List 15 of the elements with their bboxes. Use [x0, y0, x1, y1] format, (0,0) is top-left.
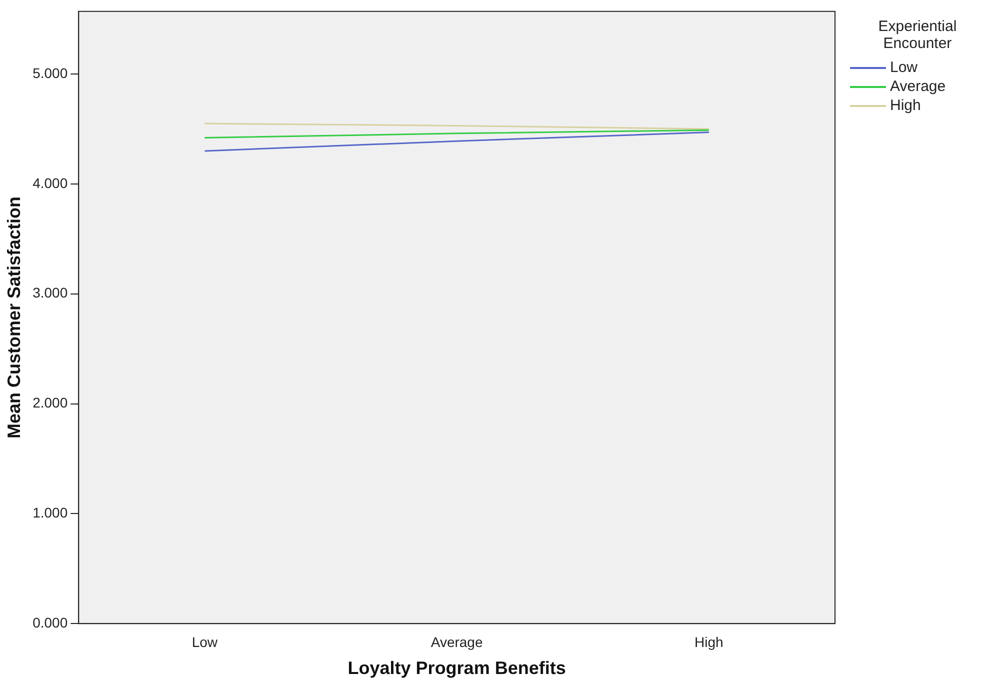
legend-label: Low: [890, 59, 918, 76]
legend-label: Average: [890, 78, 946, 95]
legend-title: Experiential Encounter: [877, 18, 958, 52]
y-tick-label: 3.000: [32, 284, 68, 301]
y-tick-label: 1.000: [32, 504, 68, 521]
y-axis-title: Mean Customer Satisfaction: [4, 196, 24, 439]
legend-label: High: [890, 97, 921, 114]
x-tick-label: Low: [192, 634, 218, 650]
x-tick-label: Average: [430, 634, 483, 650]
y-tick-label: 0.000: [32, 614, 68, 630]
y-tick-label: 4.000: [32, 174, 68, 191]
x-tick-label: High: [694, 634, 724, 650]
x-axis-title: Loyalty Program Benefits: [348, 658, 566, 678]
y-tick-label: 5.000: [32, 64, 68, 81]
y-tick-label: 2.000: [32, 394, 68, 411]
